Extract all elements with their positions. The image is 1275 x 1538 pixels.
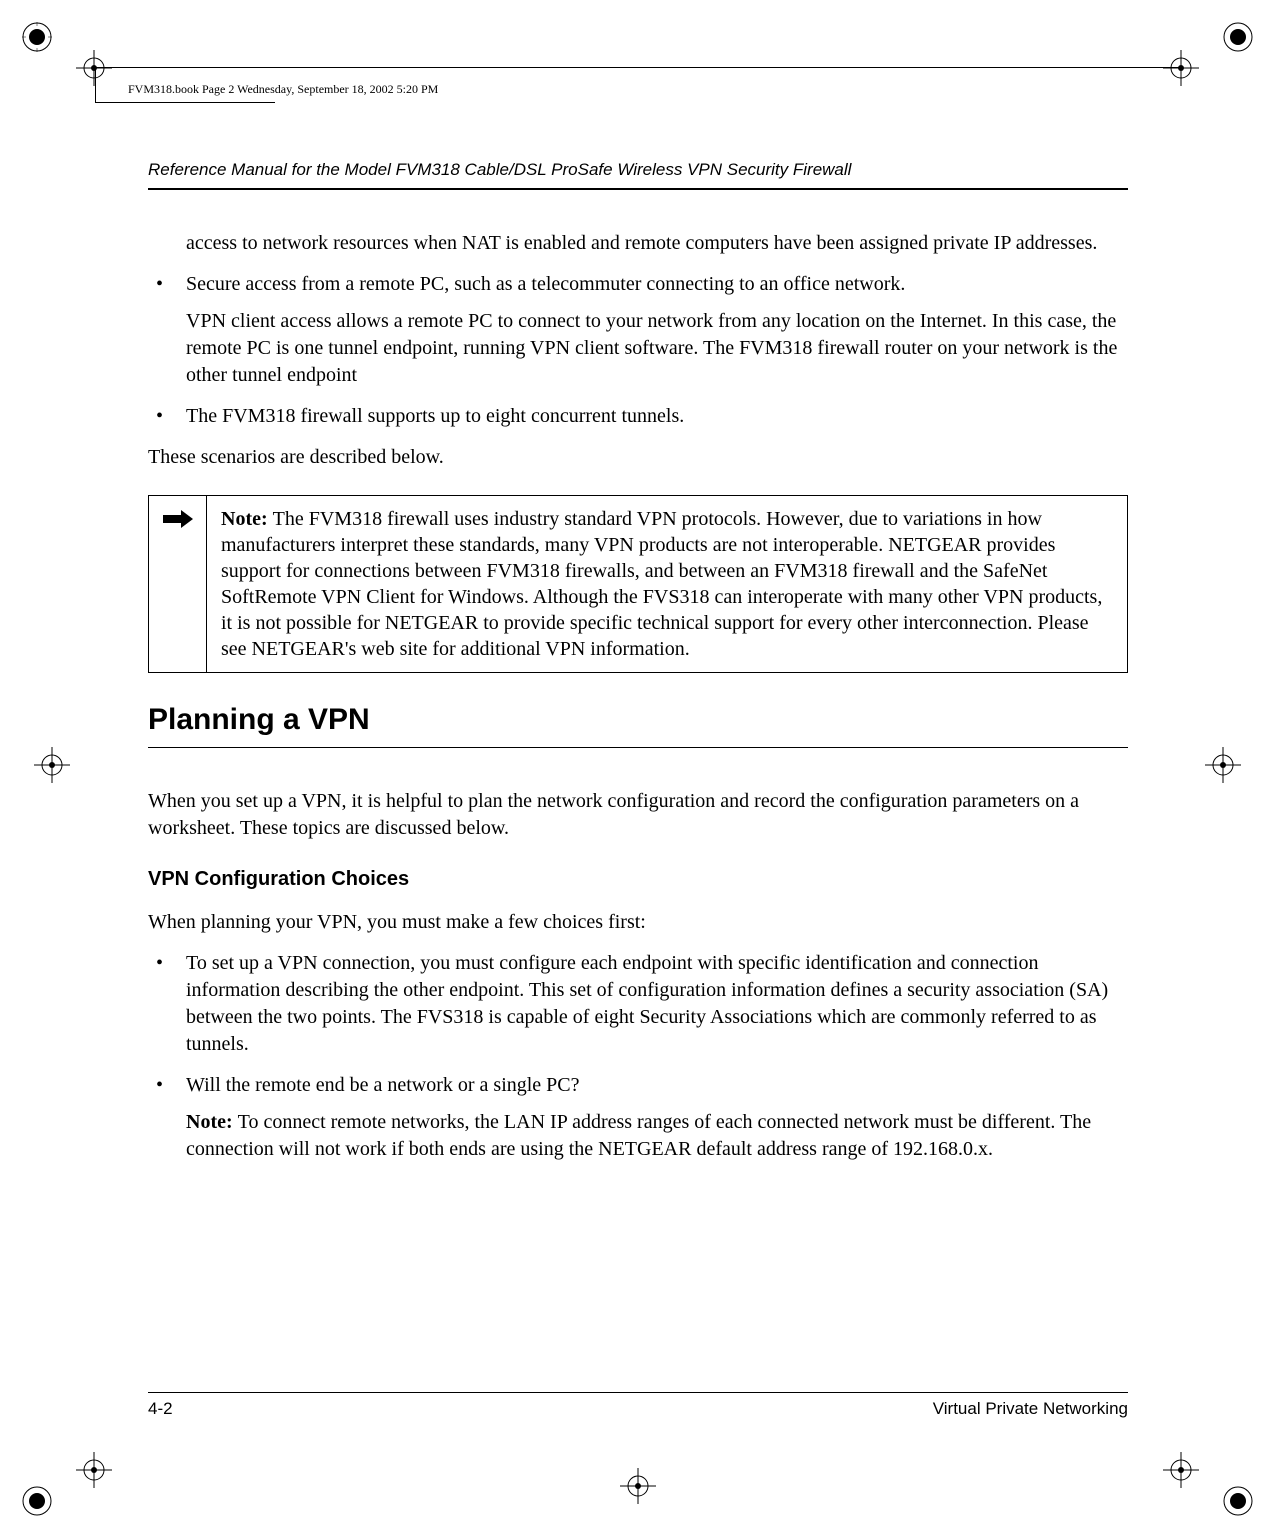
running-header: Reference Manual for the Model FVM318 Ca… (148, 160, 1128, 190)
book-page-line: FVM318.book Page 2 Wednesday, September … (128, 82, 438, 97)
note-box: Note: The FVM318 firewall uses industry … (148, 495, 1128, 673)
heading-planning-vpn: Planning a VPN (148, 703, 1128, 748)
reg-mark-bl (74, 1450, 114, 1490)
bullet-a1-text: Secure access from a remote PC, such as … (186, 273, 905, 295)
reg-mark-tl (74, 48, 114, 88)
crop-corner-bl (22, 1466, 72, 1516)
bullet-list-b: To set up a VPN connection, you must con… (148, 950, 1128, 1163)
note-label: Note: (221, 508, 273, 530)
para-plan: When you set up a VPN, it is helpful to … (148, 788, 1128, 842)
reg-mark-bm (618, 1466, 658, 1506)
heading-vpn-config: VPN Configuration Choices (148, 868, 1128, 891)
note-text: Note: The FVM318 firewall uses industry … (207, 496, 1127, 672)
bullet-list-a: Secure access from a remote PC, such as … (148, 271, 1128, 430)
chapter-title: Virtual Private Networking (933, 1399, 1128, 1419)
para-scenarios: These scenarios are described below. (148, 444, 1128, 471)
page-footer: 4-2 Virtual Private Networking (148, 1392, 1128, 1419)
continued-paragraph: access to network resources when NAT is … (186, 230, 1128, 257)
bullet-b2-note: Note: To connect remote networks, the LA… (186, 1109, 1128, 1163)
bullet-b2-text: Will the remote end be a network or a si… (186, 1074, 580, 1096)
bullet-a1: Secure access from a remote PC, such as … (148, 271, 1128, 389)
para-choices: When planning your VPN, you must make a … (148, 909, 1128, 936)
crop-corner-br (1203, 1466, 1253, 1516)
reg-mark-mr (1203, 745, 1243, 785)
bullet-b1: To set up a VPN connection, you must con… (148, 950, 1128, 1058)
crop-frame-top2 (95, 102, 275, 103)
crop-frame-left (95, 67, 96, 102)
crop-corner-tl (22, 22, 72, 72)
reg-mark-tr (1161, 48, 1201, 88)
bullet-b2: Will the remote end be a network or a si… (148, 1072, 1128, 1163)
bullet-a2: The FVM318 firewall supports up to eight… (148, 403, 1128, 430)
bullet-a1-sub: VPN client access allows a remote PC to … (186, 308, 1128, 389)
note-arrow-icon (149, 496, 207, 672)
bullet-b2-note-label: Note: (186, 1111, 238, 1133)
bullet-b2-note-body: To connect remote networks, the LAN IP a… (186, 1111, 1091, 1160)
reg-mark-ml (32, 745, 72, 785)
reg-mark-br2 (1161, 1450, 1201, 1490)
note-body: The FVM318 firewall uses industry standa… (221, 508, 1102, 660)
crop-corner-tr (1203, 22, 1253, 72)
crop-frame-top (95, 67, 1180, 68)
page-number: 4-2 (148, 1399, 173, 1419)
